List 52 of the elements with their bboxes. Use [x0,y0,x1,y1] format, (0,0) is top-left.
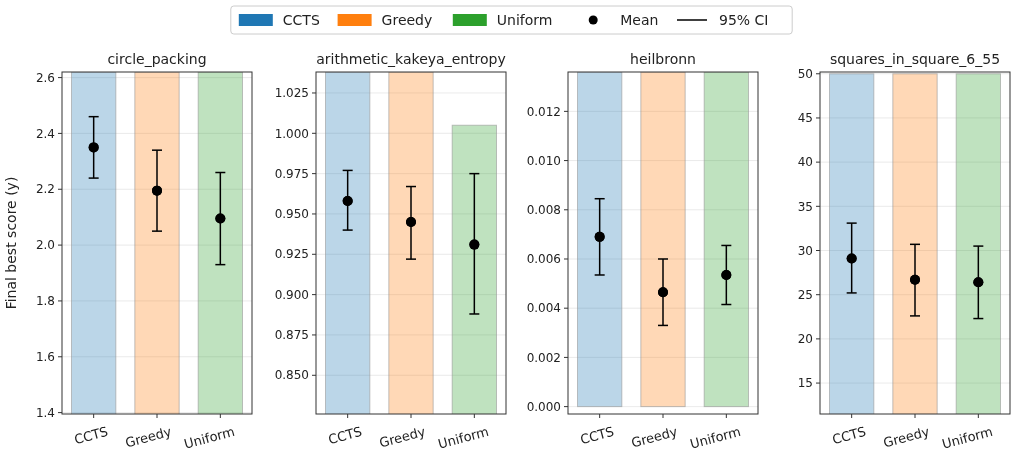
legend-label: CCTS [282,11,320,28]
y-axis-title: Final best score (y) [3,176,19,310]
x-tick-label: CCTS [326,423,364,448]
x-tick-label: Uniform [182,423,237,452]
x-tick-label: Greedy [123,423,174,451]
chart-title: arithmetic_kakeya_entropy [316,51,506,67]
y-tick-label: 50 [797,66,813,81]
y-tick-label: 1.025 [274,86,309,101]
legend-label: Mean [620,11,659,28]
y-tick-label: 0.002 [526,350,561,365]
y-tick-label: 0.925 [274,247,309,262]
y-tick-label: 1.8 [35,294,55,309]
y-tick-label: 1.4 [35,405,55,420]
y-tick-label: 0.004 [526,301,561,316]
x-tick-label: Uniform [436,423,491,452]
y-tick-label: 0.000 [526,399,561,414]
chart-title: circle_packing [107,51,207,67]
y-tick-label: 2.0 [35,238,55,253]
x-tick-label: Greedy [881,423,932,451]
chart-title: squares_in_square_6_55 [829,51,1001,67]
y-tick-label: 2.6 [35,70,55,85]
y-tick-label: 0.010 [526,153,561,168]
y-tick-label: 40 [797,155,813,170]
x-tick-label: Uniform [940,423,995,452]
y-tick-label: 0.006 [526,252,561,267]
y-tick-label: 0.900 [274,287,309,302]
x-tick-label: Greedy [377,423,428,451]
y-tick-label: 30 [797,243,813,258]
y-tick-label: 0.875 [274,328,309,343]
y-tick-label: 0.975 [274,166,309,181]
y-tick-label: 0.850 [274,368,309,383]
y-tick-label: 0.008 [526,202,561,217]
x-tick-label: CCTS [72,423,110,448]
y-tick-label: 25 [797,287,813,302]
x-tick-label: CCTS [578,423,616,448]
y-tick-label: 0.950 [274,207,309,222]
legend-label: Uniform [496,11,553,28]
y-tick-label: 35 [797,199,813,214]
y-tick-label: 0.012 [526,104,561,119]
y-tick-label: 20 [797,332,813,347]
x-tick-label: CCTS [830,423,868,448]
y-tick-label: 1.000 [274,126,309,141]
y-tick-label: 45 [797,111,813,126]
legend-label: 95% CI [719,11,769,28]
y-tick-label: 2.2 [35,182,55,197]
legend-label: Greedy [381,11,433,28]
y-tick-label: 15 [797,376,813,391]
chart-title: heilbronn [630,51,696,67]
x-tick-label: Greedy [629,423,680,451]
y-tick-label: 2.4 [35,126,55,141]
x-tick-label: Uniform [688,423,743,452]
y-tick-label: 1.6 [35,349,55,364]
